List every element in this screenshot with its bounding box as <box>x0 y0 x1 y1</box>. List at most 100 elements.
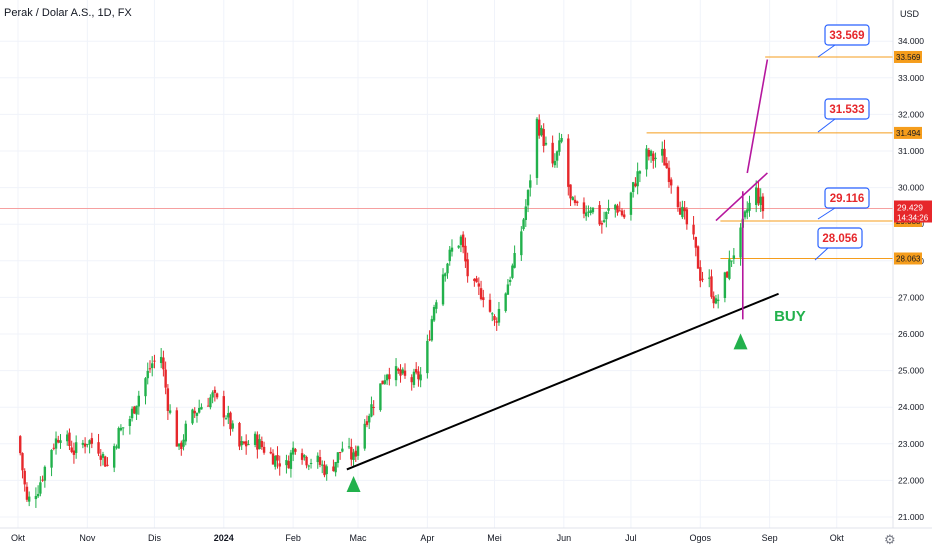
x-tick-label: Sep <box>762 533 778 543</box>
candle-body <box>379 383 382 411</box>
candle-body <box>399 369 402 376</box>
candle-body <box>184 423 187 442</box>
candle-body <box>553 160 557 166</box>
candle-body <box>21 453 24 471</box>
candle-body <box>200 406 203 410</box>
candle-body <box>759 196 762 206</box>
candle-body <box>493 316 496 321</box>
candle-body <box>412 371 416 385</box>
candle-body <box>748 202 751 211</box>
candle-body <box>607 208 610 211</box>
candle-body <box>397 368 400 371</box>
candle-body <box>121 427 125 429</box>
candle-body <box>325 466 328 475</box>
candle-body <box>97 442 100 454</box>
candle-body <box>631 182 635 193</box>
price-axis-label <box>894 50 922 63</box>
candle-body <box>591 207 595 213</box>
candle-body <box>365 421 369 425</box>
candle-body <box>475 278 478 283</box>
callout-label: 31.533 <box>829 104 864 116</box>
candle-body <box>670 179 673 186</box>
candle-body <box>146 370 149 379</box>
x-tick-label: Jul <box>625 533 637 543</box>
y-tick-label: 22.000 <box>898 475 924 485</box>
y-tick-label: 32.000 <box>898 109 924 119</box>
candle-body <box>81 442 85 445</box>
candle-body <box>276 455 279 461</box>
candle-body <box>300 453 304 460</box>
candle-body <box>560 138 563 142</box>
candle-body <box>582 202 586 214</box>
y-tick-label: 30.000 <box>898 183 924 193</box>
candle-body <box>309 462 313 464</box>
candle-body <box>101 453 105 458</box>
buy-label: BUY <box>774 308 806 325</box>
candle-body <box>645 148 648 170</box>
candle-body <box>117 428 120 449</box>
candle-body <box>112 446 116 468</box>
callouts: 33.56931.49429.08828.06329.42914:34:2633… <box>814 24 932 265</box>
candle-body <box>535 118 539 178</box>
candle-body <box>694 236 698 248</box>
currency-label: USD <box>900 9 920 19</box>
candle-body <box>699 267 702 281</box>
candle-body <box>341 448 344 452</box>
candle-body <box>419 374 422 381</box>
candle-body <box>678 207 682 215</box>
candle-body <box>388 374 391 380</box>
candle-body <box>213 389 217 393</box>
candle-body <box>524 206 527 220</box>
x-tick-label: Okt <box>830 533 845 543</box>
candle-body <box>757 188 760 204</box>
candle-body <box>605 211 608 220</box>
candle-body <box>72 450 76 455</box>
gear-icon[interactable]: ⚙ <box>884 532 896 547</box>
candle-body <box>716 299 720 301</box>
callout-pointer <box>817 207 836 220</box>
candle-body <box>354 450 357 457</box>
candle-body <box>352 452 355 460</box>
candle-body <box>383 380 387 384</box>
candle-body <box>211 392 214 398</box>
candle-body <box>193 410 196 414</box>
candle-body <box>623 214 626 218</box>
chart-title: Perak / Dolar A.S., 1D, FX <box>4 7 132 19</box>
candle-body <box>321 464 324 466</box>
candle-body <box>708 277 711 279</box>
candle-body <box>83 443 87 447</box>
candle-body <box>206 405 210 407</box>
candle-body <box>303 455 306 458</box>
candle-body <box>466 259 469 277</box>
callout-label: 33.569 <box>829 30 864 42</box>
candle-body <box>166 388 170 411</box>
candle-body <box>215 393 219 398</box>
candle-body <box>43 466 47 481</box>
candle-body <box>602 220 606 222</box>
last-price-text: 29.429 <box>897 202 923 212</box>
candle-body <box>488 299 492 312</box>
candle-body <box>23 470 26 485</box>
y-tick-label: 24.000 <box>898 402 924 412</box>
candle-body <box>634 183 637 187</box>
candle-body <box>59 440 62 443</box>
candle-body <box>667 167 671 183</box>
candle-body <box>191 409 194 424</box>
candle-body <box>356 446 360 456</box>
x-tick-label: Apr <box>420 533 434 543</box>
candle-body <box>52 447 55 449</box>
candle-body <box>229 412 232 430</box>
candle-body <box>618 210 621 212</box>
magenta-line <box>715 172 768 222</box>
callout-box <box>824 24 870 46</box>
candle-body <box>88 440 91 445</box>
candle-body <box>363 423 366 449</box>
candle-body <box>316 455 319 463</box>
candle-body <box>70 447 73 452</box>
candle-body <box>739 227 742 258</box>
candle-body <box>119 427 123 431</box>
candle-body <box>153 360 156 362</box>
candle-body <box>224 418 228 420</box>
candle-body <box>133 406 136 414</box>
